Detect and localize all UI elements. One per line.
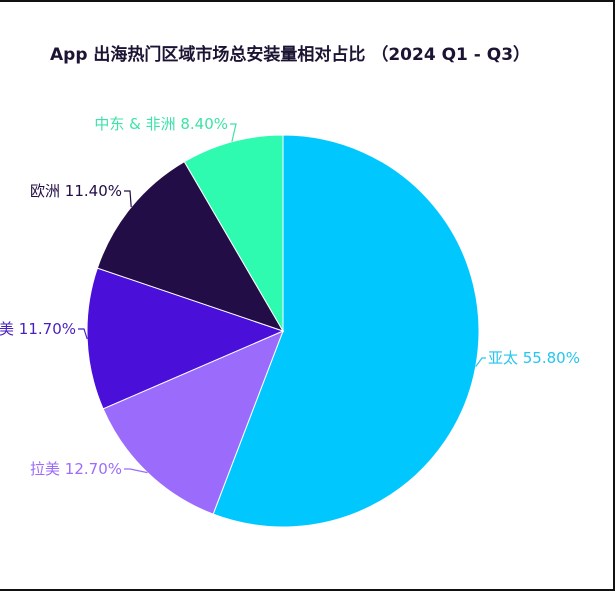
- slice-label-4: 欧洲 11.40%: [30, 182, 122, 200]
- pie-slice-3: [86, 267, 285, 410]
- leader-line-4: [124, 190, 132, 208]
- slice-label-3: 北美 11.70%: [0, 320, 76, 338]
- leader-line-1: [475, 357, 486, 367]
- slice-label-2: 拉美 12.70%: [30, 460, 122, 478]
- slice-label-1: 亚太 55.80%: [488, 349, 580, 367]
- chart-title: App 出海热门区域市场总安装量相对占比 （2024 Q1 - Q3）: [50, 45, 531, 65]
- pie-slices: [86, 134, 480, 528]
- pie-slice-4: [96, 160, 285, 332]
- pie-slice-1: [212, 134, 480, 528]
- leader-line-5: [230, 123, 237, 142]
- pie-slice-5: [183, 134, 284, 333]
- leader-line-3: [78, 328, 88, 340]
- slice-label-5: 中东 & 非洲 8.40%: [94, 115, 228, 133]
- slice-labels: 亚太 55.80% 拉美 12.70% 北美 11.70% 欧洲 11.40% 中东 &…: [0, 115, 580, 478]
- label-leaders: [78, 123, 486, 474]
- leader-line-2: [124, 468, 148, 474]
